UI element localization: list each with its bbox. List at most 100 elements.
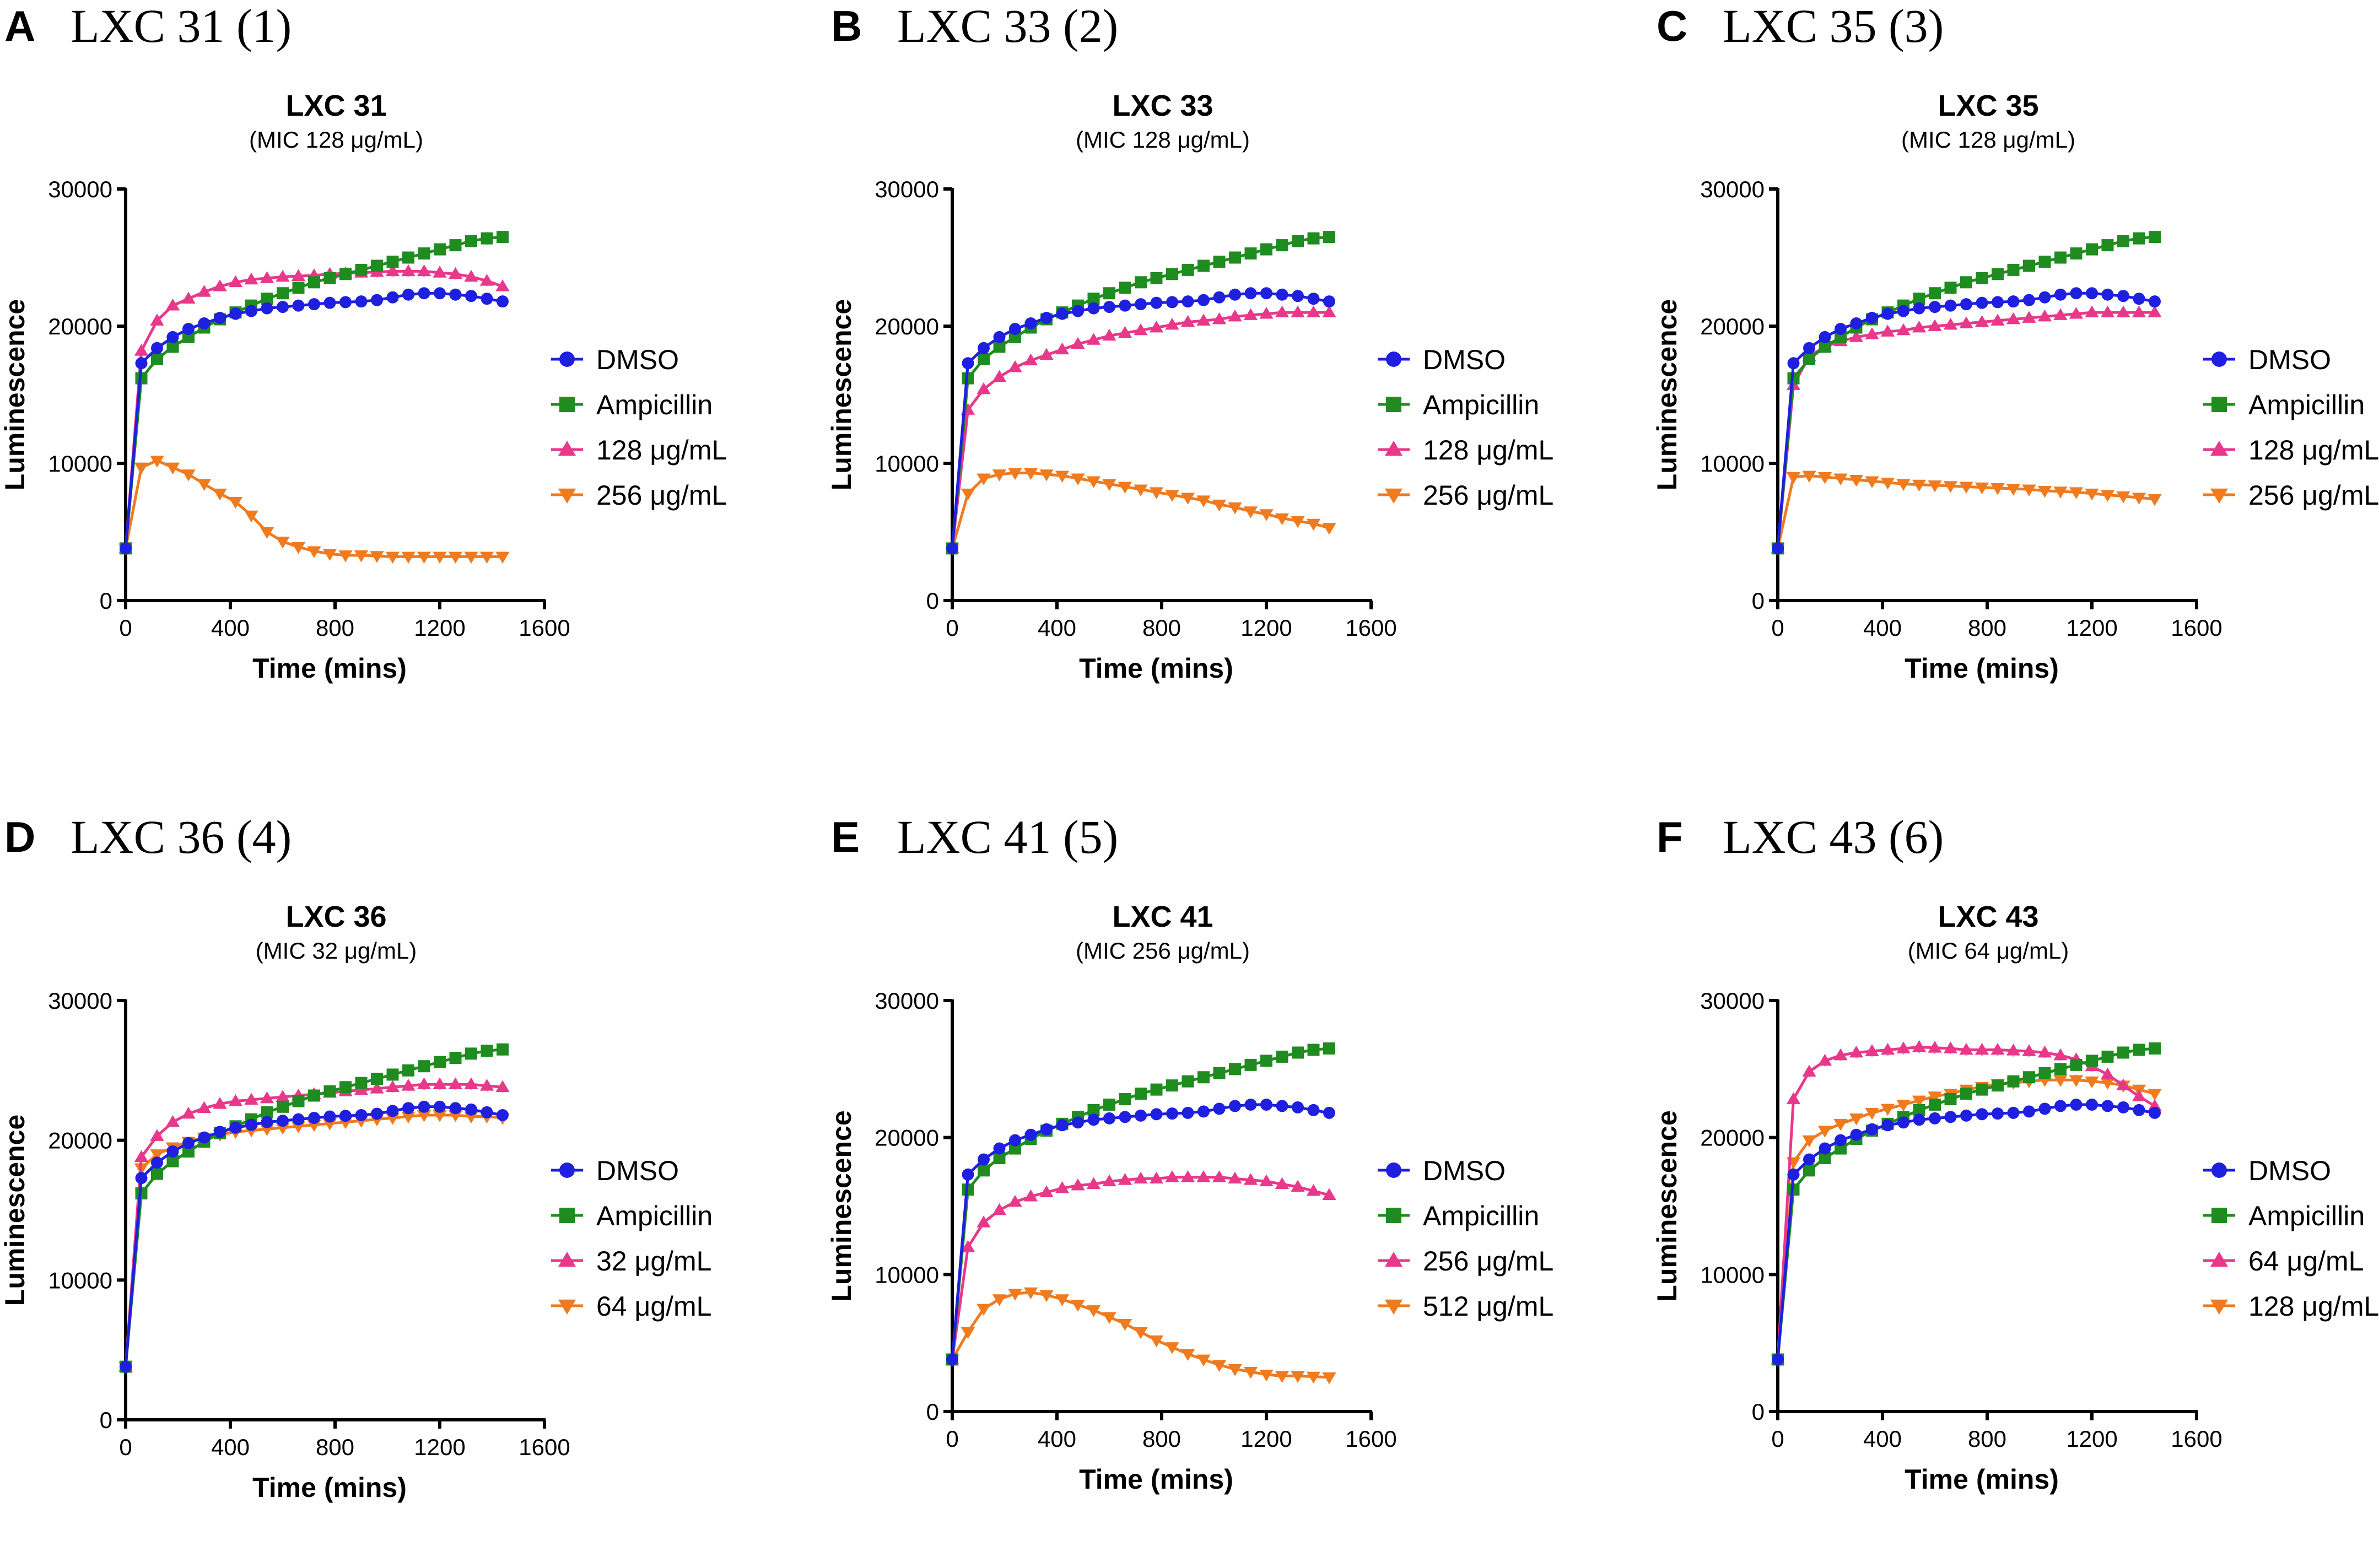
- data-point: [418, 247, 430, 260]
- data-point: [120, 542, 132, 555]
- data-point: [2101, 1050, 2114, 1063]
- data-point: [1072, 1116, 1084, 1129]
- data-point: [1881, 1119, 1894, 1132]
- x-tick-label: 0: [1771, 615, 1784, 641]
- data-point: [1802, 1064, 1816, 1077]
- data-point: [418, 1060, 430, 1073]
- data-point: [434, 1056, 446, 1068]
- data-point: [1786, 1092, 1801, 1104]
- data-point: [1086, 333, 1101, 345]
- data-point: [181, 291, 196, 304]
- data-point: [2038, 1102, 2051, 1115]
- data-point: [1228, 1171, 1242, 1184]
- data-point: [1849, 330, 1864, 342]
- data-point: [182, 1137, 195, 1149]
- data-point: [1322, 523, 1336, 535]
- data-point: [1149, 1171, 1164, 1184]
- data-point: [2117, 290, 2129, 302]
- data-point: [385, 264, 400, 277]
- data-point: [2100, 490, 2115, 502]
- x-tick-label: 1600: [519, 615, 570, 641]
- data-point: [2116, 1078, 2130, 1091]
- data-point: [1260, 243, 1272, 256]
- data-point: [292, 299, 305, 312]
- data-point: [355, 1109, 368, 1122]
- data-point: [464, 551, 478, 564]
- data-point: [1944, 1111, 1957, 1123]
- data-point: [2116, 491, 2130, 504]
- data-point: [120, 1360, 132, 1373]
- data-point: [1244, 1058, 1257, 1071]
- axes: [1769, 187, 2198, 609]
- data-point: [1165, 490, 1179, 502]
- legend-label: DMSO: [596, 344, 679, 375]
- legend-label: 256 μg/mL: [1423, 1246, 1553, 1277]
- chart-title: LXC 43: [1938, 900, 2038, 933]
- y-tick-label: 20000: [1700, 1125, 1765, 1151]
- data-point: [1323, 295, 1335, 308]
- data-point: [2053, 1048, 2068, 1061]
- data-point: [1023, 1189, 1038, 1202]
- legend-marker: [559, 1208, 575, 1223]
- data-point: [371, 1073, 383, 1085]
- chart-title: LXC 33: [1112, 89, 1213, 122]
- data-point: [338, 550, 353, 563]
- data-point: [418, 1100, 430, 1113]
- data-point: [1944, 1093, 1957, 1106]
- data-point: [1055, 471, 1070, 483]
- legend-marker: [558, 440, 576, 456]
- data-point: [260, 1091, 274, 1104]
- data-point: [1212, 312, 1227, 325]
- data-point: [1197, 1071, 1210, 1084]
- chart-subtitle: (MIC 32 μg/mL): [256, 938, 417, 964]
- x-tick-label: 1200: [1240, 615, 1292, 641]
- data-point: [1039, 469, 1054, 482]
- legend: DMSO Ampicillin 256 μg/mL 512 μg/mL: [1378, 1155, 1553, 1322]
- data-point: [2053, 1075, 2068, 1087]
- data-point: [1833, 473, 1848, 486]
- data-point: [2086, 287, 2098, 300]
- data-point: [417, 264, 431, 277]
- series-dmso: [120, 1100, 509, 1373]
- legend-marker: [1384, 1299, 1403, 1315]
- data-point: [386, 1068, 399, 1081]
- data-point: [2022, 484, 2036, 496]
- panel-letter: B: [831, 2, 862, 50]
- chart-subtitle: (MIC 64 μg/mL): [1908, 938, 2069, 964]
- data-point: [1929, 301, 1941, 313]
- data-point: [497, 295, 509, 308]
- data-point: [323, 272, 336, 284]
- chart-panel-a: A LXC 31 (1) LXC 31 (MIC 128 μg/mL) 0 10000 20…: [0, 0, 792, 757]
- data-point: [1182, 1075, 1194, 1088]
- data-point: [1992, 268, 2004, 280]
- data-point: [308, 298, 320, 311]
- x-tick-label: 800: [316, 615, 354, 641]
- legend-marker: [558, 1299, 576, 1315]
- data-point: [1960, 276, 1972, 289]
- data-point: [1182, 295, 1194, 308]
- data-point: [961, 1240, 975, 1252]
- data-point: [1260, 287, 1272, 300]
- data-point: [323, 296, 336, 309]
- legend-marker: [1386, 397, 1401, 412]
- data-point: [977, 1304, 991, 1316]
- data-point: [993, 1151, 1006, 1164]
- data-point: [465, 235, 477, 247]
- data-point: [2085, 305, 2099, 317]
- data-point: [2133, 232, 2145, 245]
- data-point: [2054, 288, 2067, 301]
- data-point: [370, 1082, 384, 1094]
- x-axis-label: Time (mins): [1079, 1464, 1233, 1495]
- data-point: [978, 1153, 990, 1166]
- panel-letter: C: [1657, 2, 1687, 50]
- data-point: [1291, 516, 1305, 528]
- data-point: [1244, 287, 1257, 300]
- data-point: [1259, 1174, 1274, 1187]
- data-point: [307, 1120, 321, 1132]
- data-point: [386, 1105, 399, 1117]
- data-point: [402, 288, 414, 301]
- data-point: [1165, 1170, 1179, 1182]
- data-point: [1260, 1098, 1272, 1111]
- legend-label: 64 μg/mL: [596, 1291, 711, 1322]
- data-point: [165, 299, 180, 311]
